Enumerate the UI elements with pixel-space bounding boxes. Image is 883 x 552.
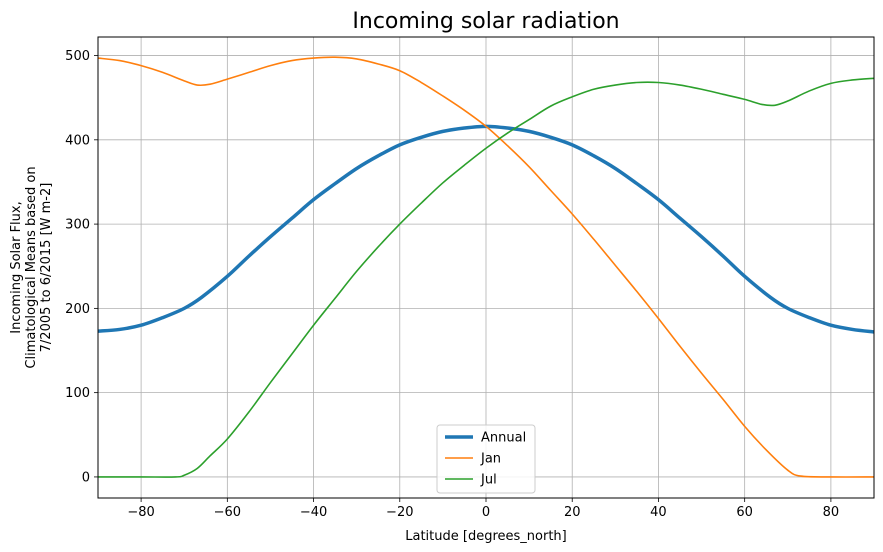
x-tick-label: 20 bbox=[564, 505, 581, 520]
legend-label-jan: Jan bbox=[480, 452, 501, 467]
y-tick-label: 500 bbox=[65, 49, 90, 64]
x-tick-label: 80 bbox=[823, 505, 840, 520]
x-tick-label: −40 bbox=[300, 505, 327, 520]
y-tick-label: 100 bbox=[65, 386, 90, 401]
y-axis-label-line: 7/2005 to 6/2015 [W m-2] bbox=[39, 183, 54, 353]
y-axis-ticks: 0 100 200 300 400 500 bbox=[65, 49, 98, 485]
legend: Annual Jan Jul bbox=[436, 424, 536, 494]
series-line-jul bbox=[98, 77, 874, 478]
chart-title: Incoming solar radiation bbox=[352, 9, 619, 34]
x-axis-label: Latitude [degrees_north] bbox=[405, 529, 566, 544]
x-tick-label: −80 bbox=[127, 505, 154, 520]
x-axis-ticks: −80 −60 −40 −20 0 20 40 60 80 bbox=[127, 498, 839, 520]
y-axis-label-line: Incoming Solar Flux, bbox=[9, 201, 24, 334]
legend-label-jul: Jul bbox=[480, 473, 497, 488]
legend-label-annual: Annual bbox=[481, 431, 526, 446]
x-tick-label: 0 bbox=[482, 505, 490, 520]
x-tick-label: 40 bbox=[650, 505, 667, 520]
y-tick-label: 300 bbox=[65, 218, 90, 233]
series-layer bbox=[98, 56, 874, 478]
y-tick-label: 400 bbox=[65, 133, 90, 148]
legend-box bbox=[436, 424, 536, 494]
y-axis-label-line: Climatological Means based on bbox=[24, 166, 39, 368]
y-tick-label: 200 bbox=[65, 302, 90, 317]
x-tick-label: 60 bbox=[736, 505, 753, 520]
x-tick-label: −20 bbox=[386, 505, 413, 520]
y-tick-label: 0 bbox=[82, 470, 90, 485]
y-axis-label: Incoming Solar Flux,Climatological Means… bbox=[9, 166, 54, 368]
x-tick-label: −60 bbox=[214, 505, 241, 520]
series-line-jan bbox=[98, 56, 874, 478]
